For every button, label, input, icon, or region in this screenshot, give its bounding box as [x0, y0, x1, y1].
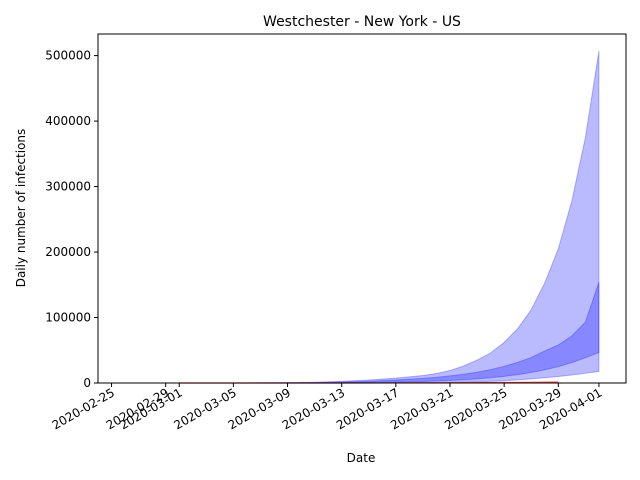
y-axis-label: Daily number of infections — [14, 129, 28, 288]
y-tick-label: 0 — [83, 376, 91, 390]
y-tick-label: 100000 — [45, 311, 91, 325]
y-tick-label: 400000 — [45, 114, 91, 128]
x-axis-label: Date — [347, 451, 376, 465]
plot-area — [179, 50, 600, 384]
y-axis: 0 100000 200000 300000 400000 500000 — [45, 49, 98, 390]
chart-title: Westchester - New York - US — [263, 14, 461, 30]
y-tick-label: 300000 — [45, 180, 91, 194]
axes-frame — [97, 33, 627, 384]
y-tick-label: 200000 — [45, 245, 91, 259]
x-axis: 2020-02-252020-02-292020-03-012020-03-05… — [50, 383, 604, 432]
y-tick-label: 500000 — [45, 49, 91, 63]
series-outer-band — [179, 50, 600, 384]
